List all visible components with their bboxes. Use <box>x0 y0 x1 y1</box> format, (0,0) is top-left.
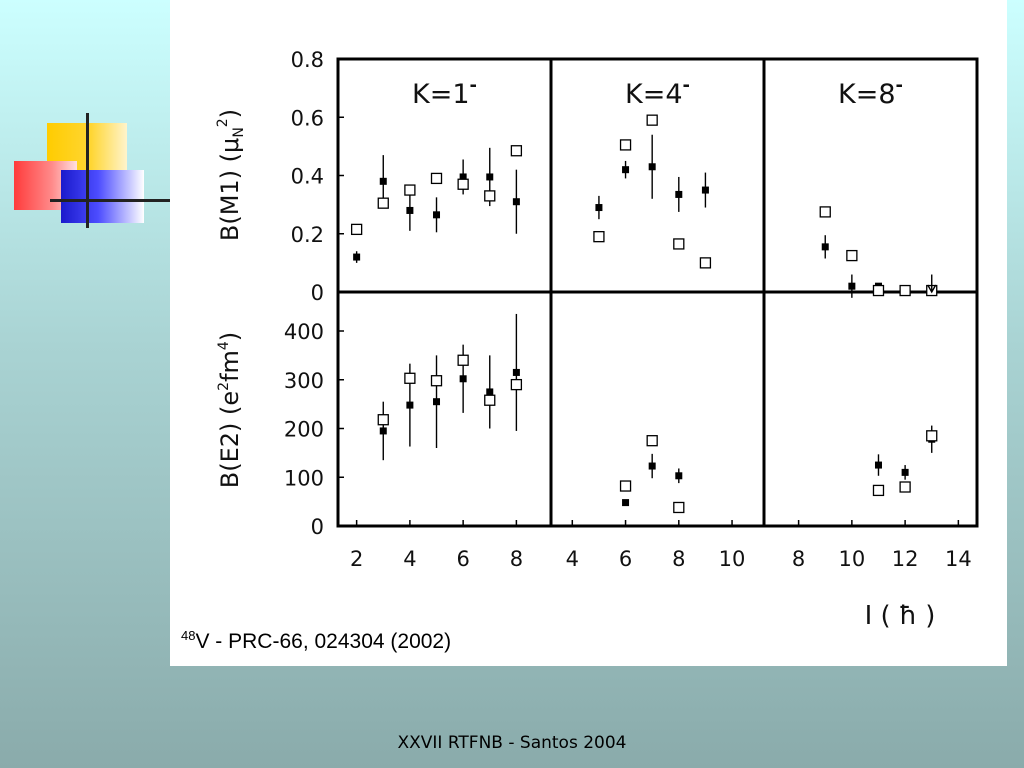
x-tick-label: 10 <box>838 547 865 571</box>
open-square-point <box>484 394 496 406</box>
deco-blue-square <box>61 170 144 223</box>
open-square-point <box>510 378 523 391</box>
open-square-point <box>673 238 685 250</box>
y-axis-title-be2: B(E2) (e2fm4) <box>216 332 244 488</box>
y-axis-title-bm1: B(M1) (μN2) <box>215 109 247 241</box>
x-tick-label: 8 <box>792 547 805 571</box>
filled-square-point <box>406 206 414 214</box>
y-tick-label: 0.2 <box>291 223 324 247</box>
deco-vertical-line <box>86 113 89 228</box>
x-tick-label: 6 <box>456 547 469 571</box>
open-square-point <box>673 501 685 514</box>
y-tick-label: 300 <box>284 369 324 393</box>
y-tick-label: 200 <box>284 418 324 442</box>
x-tick-label: 10 <box>719 547 746 571</box>
filled-square-point <box>459 173 467 181</box>
y-tick-label: 0 <box>311 515 324 539</box>
x-tick-label: 6 <box>619 547 632 571</box>
open-square-point <box>510 145 523 157</box>
upper-limit-arrowhead <box>927 284 937 294</box>
open-square-point <box>872 284 885 297</box>
open-square-point <box>350 223 363 236</box>
filled-square-point <box>512 198 520 206</box>
filled-square-point <box>848 282 856 290</box>
open-square-point <box>819 206 831 218</box>
x-tick-label: 12 <box>892 547 919 571</box>
open-square-point <box>430 172 443 185</box>
open-square-point <box>457 354 469 366</box>
filled-square-point <box>701 186 709 194</box>
filled-square-point <box>459 375 467 383</box>
x-tick-label: 4 <box>566 547 579 571</box>
y-tick-label: 0.6 <box>291 106 324 130</box>
filled-square-point <box>486 388 494 396</box>
x-axis-title: I ( ħ ) <box>865 601 936 631</box>
filled-square-point <box>675 190 683 198</box>
open-square-point <box>484 190 496 202</box>
filled-square-point <box>622 166 630 174</box>
filled-square-point <box>648 163 656 171</box>
x-tick-label: 8 <box>672 547 685 571</box>
x-tick-label: 8 <box>510 547 523 571</box>
filled-square-point <box>648 462 656 470</box>
filled-square-point <box>821 243 829 251</box>
y-tick-label: 400 <box>284 320 324 344</box>
panel-title: K=4- <box>625 75 690 110</box>
open-square-point <box>404 372 416 384</box>
filled-square-point <box>901 468 909 476</box>
y-tick-label: 0 <box>311 281 324 305</box>
filled-square-point <box>512 368 520 376</box>
slide-footer: XXVII RTFNB - Santos 2004 <box>397 733 627 753</box>
open-square-point <box>619 480 632 492</box>
figure-caption: 48V - PRC-66, 024304 (2002) <box>181 628 451 654</box>
filled-square-point <box>622 499 630 507</box>
open-square-point <box>899 284 911 297</box>
caption-text: V - PRC-66, 024304 (2002) <box>195 630 452 653</box>
open-square-point <box>457 178 469 190</box>
open-square-point <box>619 139 632 151</box>
open-square-point <box>646 114 658 126</box>
y-tick-label: 100 <box>284 466 324 490</box>
open-square-point <box>404 184 416 196</box>
filled-square-point <box>379 427 387 435</box>
open-square-point <box>899 481 911 493</box>
filled-square-point <box>595 204 603 212</box>
open-square-point <box>846 249 858 262</box>
filled-square-point <box>874 461 882 469</box>
filled-square-point <box>379 177 387 185</box>
filled-square-point <box>433 398 441 406</box>
panel-title: K=8- <box>838 75 903 110</box>
y-tick-label: 0.8 <box>291 48 324 72</box>
filled-square-point <box>353 253 361 261</box>
deco-horizontal-line <box>50 199 172 202</box>
open-square-point <box>377 197 389 209</box>
open-square-point <box>377 414 389 426</box>
panel-title: K=1- <box>412 75 477 110</box>
x-tick-label: 14 <box>945 547 972 571</box>
open-square-point <box>646 435 658 447</box>
open-square-point <box>430 375 443 387</box>
filled-square-point <box>406 401 414 409</box>
figure-card: 0 0.2 0.4 0.6 0.8 0 100 200 300 400 2 4 6 8 K=1- 4 6 8 10 K… <box>170 0 1007 666</box>
open-square-point <box>593 231 605 243</box>
multi-panel-chart: 0 0.2 0.4 0.6 0.8 0 100 200 300 400 2 4 6 8 K=1- 4 6 8 10 K… <box>215 48 979 631</box>
filled-square-point <box>433 211 441 219</box>
open-square-point <box>872 484 885 497</box>
open-square-point <box>926 430 938 442</box>
open-square-point <box>699 257 712 269</box>
y-tick-label: 0.4 <box>291 165 324 189</box>
filled-square-point <box>486 173 494 181</box>
filled-square-point <box>675 472 683 480</box>
x-tick-label: 4 <box>403 547 416 571</box>
caption-mass-number: 48 <box>181 628 196 643</box>
x-tick-label: 2 <box>350 547 363 571</box>
